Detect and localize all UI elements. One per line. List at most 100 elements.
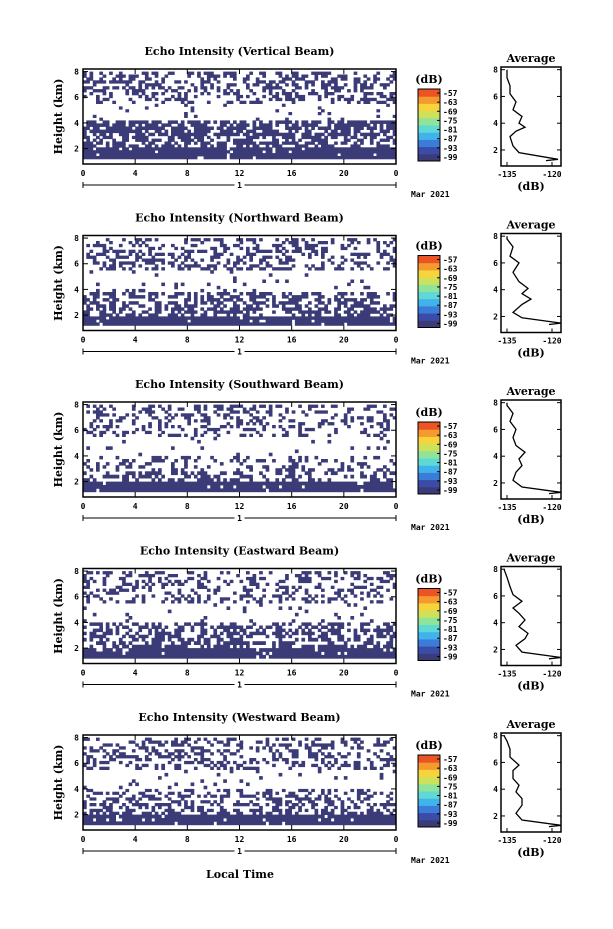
echo-cell xyxy=(265,818,319,822)
echo-cell xyxy=(304,264,309,268)
echo-cell xyxy=(203,794,208,798)
echo-cell xyxy=(86,138,90,142)
echo-cell xyxy=(89,422,94,426)
echo-cell xyxy=(102,246,107,251)
echo-cell xyxy=(223,246,231,251)
x-tick-label: 0 xyxy=(394,169,399,178)
colorbar-tick-label: -75 xyxy=(443,449,458,458)
echo-cell xyxy=(308,404,319,408)
echo-cell xyxy=(366,808,374,813)
echo-cell xyxy=(109,301,116,305)
y-tick-label: 4 xyxy=(74,119,79,128)
echo-cell xyxy=(389,576,394,581)
echo-cell xyxy=(92,114,97,118)
echo-cell xyxy=(379,252,390,256)
echo-cell xyxy=(148,752,152,756)
echo-cell xyxy=(83,129,87,134)
echo-cell xyxy=(125,612,130,617)
echo-cell xyxy=(148,404,156,408)
echo-cell xyxy=(363,74,368,78)
average-x-tick-label: -120 xyxy=(542,503,561,512)
echo-cell xyxy=(171,600,175,604)
echo-cell xyxy=(327,760,332,765)
echo-cell xyxy=(174,766,182,770)
colorbar-tick-label: -93 xyxy=(443,643,458,652)
echo-cell xyxy=(148,298,156,302)
echo-cell xyxy=(392,246,397,251)
echo-cell xyxy=(363,80,368,84)
echo-cell xyxy=(216,301,224,305)
echo-cell xyxy=(347,238,358,242)
echo-cell xyxy=(242,585,247,589)
echo-cell xyxy=(272,138,279,142)
echo-cell xyxy=(334,295,338,299)
echo-cell xyxy=(118,132,130,137)
echo-cell xyxy=(337,588,345,592)
echo-cell xyxy=(242,313,250,317)
echo-cell xyxy=(89,749,100,753)
echo-cell xyxy=(193,298,198,302)
echo-cell xyxy=(190,313,195,317)
echo-cell xyxy=(239,740,244,744)
echo-cell xyxy=(288,471,296,476)
echo-cell xyxy=(334,430,338,435)
echo-cell xyxy=(298,455,302,460)
echo-cell xyxy=(226,313,231,317)
echo-cell xyxy=(200,625,205,629)
echo-cell xyxy=(392,132,397,137)
echo-cell xyxy=(278,80,286,84)
echo-cell xyxy=(383,86,387,90)
echo-cell xyxy=(223,788,231,793)
echo-cell xyxy=(347,322,397,326)
echo-cell xyxy=(360,298,367,302)
echo-cell xyxy=(343,791,348,795)
echo-cell xyxy=(311,803,319,807)
echo-cell xyxy=(184,474,191,479)
echo-cell xyxy=(268,600,273,604)
echo-cell xyxy=(255,80,266,84)
echo-cell xyxy=(298,430,302,435)
echo-cell xyxy=(112,249,126,253)
echo-cell xyxy=(330,241,335,245)
colorbar-tick-label: -81 xyxy=(443,459,458,468)
echo-cell xyxy=(236,811,244,815)
echo-cell xyxy=(392,77,397,81)
echo-cell xyxy=(291,243,299,248)
echo-cell xyxy=(347,637,351,642)
x-tick-label: 4 xyxy=(133,502,138,511)
echo-cell xyxy=(118,243,123,248)
echo-cell xyxy=(337,301,348,305)
echo-cell xyxy=(278,641,296,645)
echo-cell xyxy=(193,404,201,408)
echo-cell xyxy=(314,758,319,762)
echo-cell xyxy=(154,310,162,314)
colorbar-unit: (dB) xyxy=(415,240,442,253)
echo-cell xyxy=(216,144,227,148)
echo-cell xyxy=(161,474,165,479)
echo-cell xyxy=(255,156,397,160)
echo-cell xyxy=(356,794,361,798)
echo-cell xyxy=(376,755,381,759)
echo-cell xyxy=(392,416,397,420)
echo-cell xyxy=(226,407,234,411)
echo-cell xyxy=(369,619,374,623)
echo-cell xyxy=(158,433,162,437)
echo-cell xyxy=(144,571,149,575)
echo-cell xyxy=(115,313,120,317)
echo-cell xyxy=(369,766,377,770)
echo-cell xyxy=(262,416,266,420)
echo-cell xyxy=(262,427,266,432)
echo-cell xyxy=(158,86,165,90)
echo-cell xyxy=(233,471,244,476)
echo-cell xyxy=(356,791,368,795)
echo-cell xyxy=(252,83,260,87)
echo-cell xyxy=(304,273,309,277)
month-label: Mar 2021 xyxy=(411,856,450,865)
echo-cell xyxy=(360,132,381,137)
echo-cell xyxy=(96,737,100,741)
echo-cell xyxy=(112,430,116,435)
echo-cell xyxy=(148,425,152,429)
echo-cell xyxy=(118,310,123,314)
echo-cell xyxy=(141,427,146,432)
echo-cell xyxy=(128,641,133,645)
